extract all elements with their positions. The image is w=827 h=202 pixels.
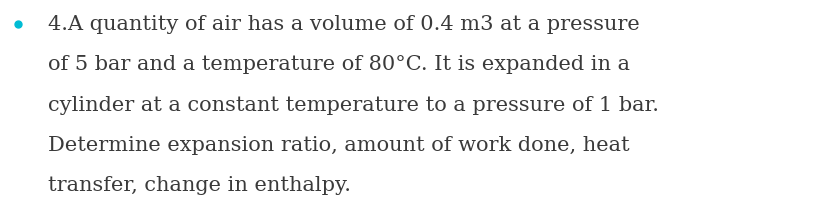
Text: 4.A quantity of air has a volume of 0.4 m3 at a pressure: 4.A quantity of air has a volume of 0.4 … xyxy=(48,15,639,34)
Text: cylinder at a constant temperature to a pressure of 1 bar.: cylinder at a constant temperature to a … xyxy=(48,96,658,115)
Text: Determine expansion ratio, amount of work done, heat: Determine expansion ratio, amount of wor… xyxy=(48,136,629,155)
Text: of 5 bar and a temperature of 80°C. It is expanded in a: of 5 bar and a temperature of 80°C. It i… xyxy=(48,55,629,74)
Text: transfer, change in enthalpy.: transfer, change in enthalpy. xyxy=(48,176,351,195)
